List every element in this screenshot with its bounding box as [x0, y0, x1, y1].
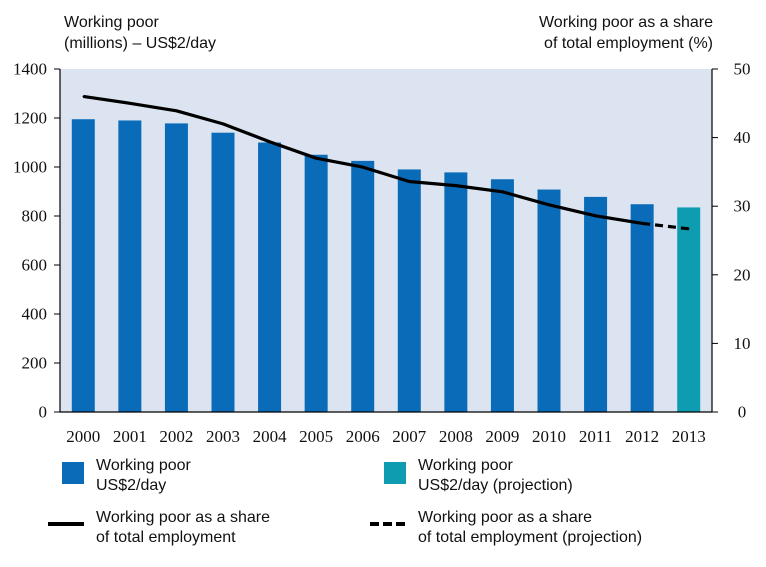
chart: 0 200 400 600 800 1000 1200 1400 0 10 20 30 40 50 2000… — [13, 60, 751, 447]
line-point-2004 — [268, 140, 271, 143]
legend-label-line-projection: Working poor as a share of total employm… — [418, 508, 642, 548]
line-point-2013 — [687, 228, 690, 230]
x-tick-label-2012: 2012 — [625, 427, 659, 446]
line-point-2010 — [548, 204, 550, 206]
plot-area — [60, 69, 712, 412]
legend-item-line-projection: Working poor as a share of total employm… — [370, 508, 642, 548]
left-tick-label-1400: 1400 — [13, 60, 47, 79]
legend-item-bar-projection: Working poor US$2/day (projection) — [384, 456, 573, 496]
left-tick-label-1000: 1000 — [13, 158, 47, 177]
left-tick-label-400: 400 — [22, 305, 48, 324]
x-tick-label-2004: 2004 — [253, 427, 288, 446]
legend-item-bar: Working poor US$2/day — [62, 456, 191, 496]
left-axis-title: Working poor (millions) – US$2/day — [64, 12, 216, 54]
line-point-2005 — [315, 157, 317, 159]
legend-label-line-line2: of total employment — [96, 529, 236, 546]
x-tick-label-2005: 2005 — [299, 427, 333, 446]
bar-2011 — [584, 196, 608, 412]
line-point-2008 — [455, 184, 457, 187]
right-tick-label-30: 30 — [734, 197, 751, 216]
legend-label-bar: Working poor US$2/day — [96, 456, 191, 496]
left-tick-label-0: 0 — [39, 403, 48, 422]
x-tick-label-2007: 2007 — [392, 427, 427, 446]
x-tick-label-2000: 2000 — [66, 427, 100, 446]
line-point-2002 — [175, 110, 178, 112]
line-point-2003 — [222, 123, 224, 125]
legend-swatch-bar-projection — [384, 462, 406, 484]
x-tick-label-2010: 2010 — [532, 427, 566, 446]
legend-label-line-line1: Working poor as a share — [96, 509, 271, 526]
legend-label-bar-projection: Working poor US$2/day (projection) — [418, 456, 573, 496]
bar-2005 — [304, 154, 328, 412]
bar-2008 — [444, 172, 468, 412]
x-tick-label-2002: 2002 — [159, 427, 193, 446]
bar-2002 — [164, 123, 188, 412]
right-tick-label-40: 40 — [734, 128, 751, 147]
line-point-2011 — [594, 215, 597, 217]
x-tick-label-2013: 2013 — [672, 427, 706, 446]
legend-item-line: Working poor as a share of total employm… — [48, 508, 270, 548]
bar-2007 — [397, 169, 421, 412]
right-tick-label-50: 50 — [734, 60, 751, 79]
legend-label-line-projection-line1: Working poor as a share — [418, 509, 593, 526]
right-axis-title-line1: Working poor as a share — [538, 14, 713, 31]
left-tick-label-200: 200 — [22, 354, 48, 373]
line-series-share-projection — [641, 221, 689, 231]
right-tick-label-20: 20 — [734, 265, 751, 284]
legend-label-bar-line1: Working poor — [96, 457, 191, 474]
left-tick-label-1200: 1200 — [13, 109, 47, 128]
bar-2013 — [677, 207, 701, 412]
left-axis-title-line1: Working poor — [64, 14, 159, 31]
right-tick-label-0: 0 — [738, 403, 747, 422]
line-point-2009 — [501, 190, 504, 193]
right-tick-label-10: 10 — [734, 334, 751, 353]
bar-2004 — [258, 142, 282, 412]
right-axis-title-line2: of total employment (%) — [544, 35, 713, 52]
line-point-2000 — [82, 95, 85, 98]
left-tick-label-800: 800 — [22, 207, 48, 226]
legend-label-bar-projection-line1: Working poor — [418, 457, 513, 474]
line-point-2012 — [641, 222, 643, 225]
x-tick-label-2001: 2001 — [113, 427, 147, 446]
bar-2003 — [211, 132, 235, 412]
line-point-2001 — [129, 102, 131, 105]
legend-label-line-projection-line2: of total employment (projection) — [418, 529, 643, 546]
bar-2010 — [537, 189, 561, 412]
left-axis-title-line2: (millions) – US$2/day — [64, 35, 217, 52]
legend-label-bar-projection-line2: US$2/day (projection) — [418, 477, 573, 494]
bar-2012 — [630, 204, 654, 412]
line-point-2007 — [408, 180, 411, 183]
x-tick-label-2008: 2008 — [439, 427, 473, 446]
bar-2000 — [71, 119, 95, 412]
legend-swatch-line-projection — [370, 522, 406, 526]
x-tick-label-2009: 2009 — [485, 427, 519, 446]
line-point-2006 — [361, 166, 364, 168]
legend-label-bar-line2: US$2/day — [96, 477, 167, 494]
legend-swatch-bar — [62, 462, 84, 484]
bar-2009 — [490, 179, 514, 412]
legend: Working poor US$2/day Working poor US$2/… — [0, 452, 766, 567]
left-tick-label-600: 600 — [22, 256, 48, 275]
bar-2001 — [118, 120, 142, 412]
x-tick-label-2003: 2003 — [206, 427, 240, 446]
legend-swatch-line — [48, 522, 84, 526]
right-axis-title: Working poor as a share of total employm… — [539, 12, 713, 54]
legend-label-line: Working poor as a share of total employm… — [96, 508, 270, 548]
x-tick-label-2011: 2011 — [579, 427, 612, 446]
x-tick-label-2006: 2006 — [346, 427, 380, 446]
bar-2006 — [351, 160, 375, 412]
